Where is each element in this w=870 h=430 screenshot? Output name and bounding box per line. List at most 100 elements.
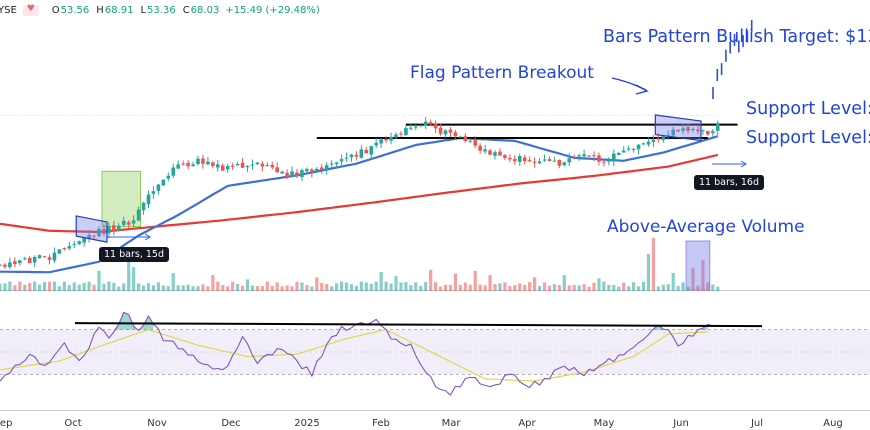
x-tick-label: 2025 [294,418,319,429]
volume-bar [151,285,156,291]
candle-body [112,225,116,231]
volume-bar [671,272,675,291]
candle-body [532,161,537,163]
change-value: +15.49 (+29.48%) [225,4,320,16]
candle-body [671,129,675,136]
volume-bar [191,286,195,291]
rsi-overbought-fills [113,312,708,330]
bar-count-badge-right: 11 bars, 16d [694,175,764,190]
volume-bar [567,285,571,291]
candle-series [0,116,720,270]
ticker-symbol[interactable]: YSE [0,4,17,16]
candle-body [448,129,453,133]
volume-bar [102,283,106,291]
candle-body [280,171,284,174]
candle-body [537,161,542,164]
candle-body [310,169,314,173]
volume-series [0,238,720,291]
volume-bar [656,286,660,291]
volume-bar [632,282,636,291]
volume-bar [221,285,225,291]
candle-body [42,256,47,258]
favorite-icon[interactable] [22,4,39,16]
volume-bar [701,260,705,291]
candle-body [567,158,572,163]
volume-bar [696,285,700,291]
candle-body [72,244,77,246]
candle-body [542,159,547,161]
volume-bar [240,285,245,291]
candle-body [22,258,27,260]
candle-body [656,138,661,140]
candle-body [527,159,532,161]
volume-bar [488,275,492,291]
volume-bar [404,282,408,291]
volume-bar [320,282,324,291]
candle-body [676,129,680,132]
candle-body [295,172,299,176]
candle-body [616,152,621,156]
volume-bar [280,286,284,291]
volume-bar [627,286,631,291]
candle-body [255,162,260,165]
volume-bar [414,282,418,291]
candle-body [621,150,626,153]
candle-body [438,127,443,134]
candle-body [136,209,141,221]
candle-body [265,165,270,167]
volume-bar [354,285,358,291]
volume-bar [552,284,556,291]
volume-bar [641,282,646,291]
volume-bar [434,282,438,291]
candle-body [126,222,131,225]
volume-bar [523,284,527,291]
candle-body [458,136,463,138]
volume-bar [691,267,695,291]
candle-body [681,128,685,131]
candle-body [453,132,458,137]
candle-body [607,160,611,162]
x-tick-label: Mar [442,418,462,429]
candle-body [235,163,240,166]
candle-body [691,128,695,130]
candle-body [493,152,497,156]
candle-body [97,228,101,237]
volume-bar [310,286,314,291]
x-tick-label: Sep [0,418,12,429]
volume-bar [18,281,22,291]
close-label: C [182,4,190,16]
candle-body [636,144,641,150]
candle-body [641,143,646,145]
candle-body [711,131,715,134]
volume-bar [0,283,2,291]
candle-body [696,129,700,132]
candle-body [67,246,72,249]
volume-bar [255,286,259,291]
volume-bar [290,286,294,291]
x-tick-label: Feb [372,418,390,429]
volume-bar [28,282,32,291]
candle-body [211,162,215,167]
volume-bar [448,284,453,291]
candle-body [409,127,413,129]
candle-body [196,158,200,164]
candle-body [394,134,398,138]
x-tick-label: Dec [221,418,240,429]
volume-bar [231,281,235,291]
volume-bar [206,286,210,291]
volume-bar [339,281,344,291]
x-tick-label: Nov [147,418,167,429]
candle-body [225,165,230,170]
volume-bar [146,283,151,291]
candle-body [626,148,631,150]
volume-bar [498,283,502,291]
volume-bar [57,286,61,291]
candle-body [220,165,225,171]
candle-body [602,161,606,163]
candle-body [87,235,91,240]
flag-breakout-annotation: Flag Pattern Breakout [410,63,594,83]
candle-body [552,160,557,162]
candle-body [483,149,487,152]
volume-bar [300,282,304,291]
